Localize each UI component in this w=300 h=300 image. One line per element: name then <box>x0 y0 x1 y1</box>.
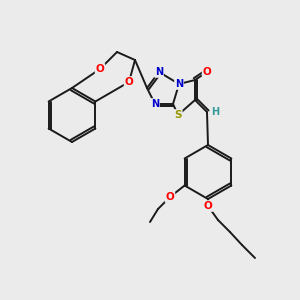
Text: N: N <box>151 99 159 109</box>
Text: H: H <box>211 107 219 117</box>
Text: O: O <box>124 77 134 87</box>
Text: N: N <box>175 79 183 89</box>
Text: S: S <box>174 110 182 120</box>
Text: N: N <box>155 67 163 77</box>
Text: O: O <box>204 201 212 211</box>
Text: O: O <box>202 67 211 77</box>
Text: O: O <box>96 64 104 74</box>
Text: O: O <box>166 192 174 202</box>
